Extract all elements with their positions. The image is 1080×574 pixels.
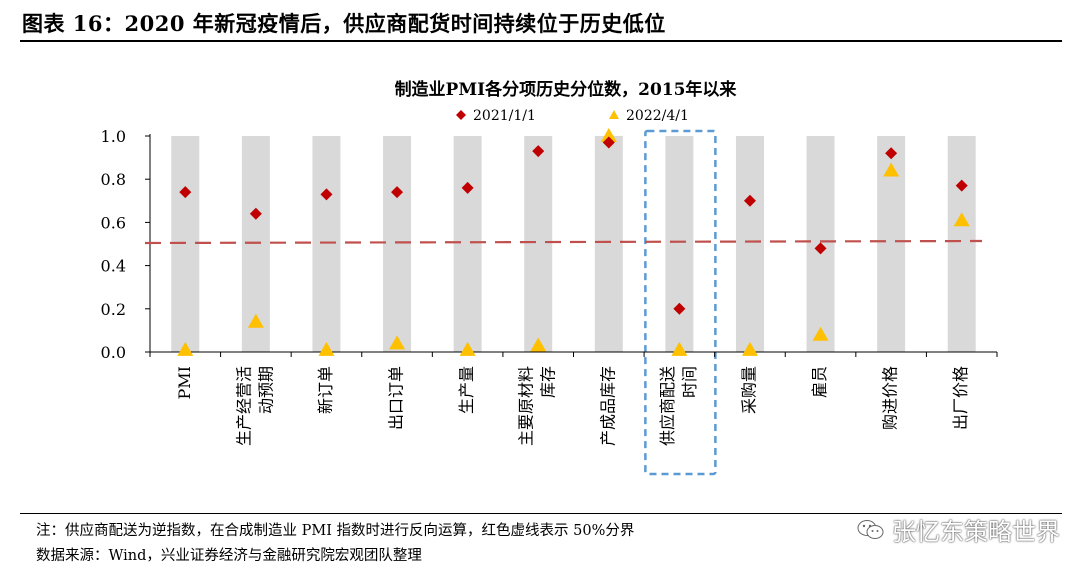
- x-tick-label: 库存: [539, 366, 558, 398]
- y-tick-label: 0.0: [101, 343, 126, 362]
- category-band: [665, 136, 694, 352]
- x-tick-label: 供应商配送: [658, 366, 677, 446]
- x-tick-label: 生产经营活: [234, 366, 253, 446]
- point-2021-1-1: [461, 181, 474, 194]
- x-tick-label: 购进价格: [881, 366, 900, 430]
- point-2021-1-1: [885, 147, 898, 160]
- reference-line: [144, 239, 983, 245]
- point-2022-4-1: [812, 326, 829, 341]
- point-2021-1-1: [602, 136, 615, 149]
- point-2022-4-1: [883, 162, 900, 177]
- category-band: [453, 136, 482, 352]
- chart: 制造业PMI各分项历史分位数，2015年以来 2021/1/1 2022/4/1 0.…: [101, 79, 998, 476]
- legend-label-2021-1-1: 2021/1/1: [473, 108, 536, 124]
- y-tick-label: 0.6: [101, 213, 126, 232]
- category-band: [947, 136, 976, 352]
- point-2021-1-1: [179, 186, 192, 199]
- chart-title: 制造业PMI各分项历史分位数，2015年以来: [395, 79, 738, 100]
- highlight-box: [644, 129, 717, 476]
- category-band: [524, 136, 553, 352]
- point-2022-4-1: [741, 341, 758, 356]
- x-tick-label: 动预期: [256, 366, 275, 414]
- point-2021-1-1: [814, 242, 827, 255]
- figure-title: 图表 16：2020 年新冠疫情后，供应商配货时间持续位于历史低位: [22, 11, 666, 36]
- x-tick-label: 时间: [680, 366, 699, 398]
- point-2022-4-1: [600, 128, 617, 142]
- x-tick-label: 雇员: [810, 366, 829, 398]
- category-band: [735, 136, 764, 352]
- category-band: [383, 136, 412, 352]
- point-2021-1-1: [391, 186, 404, 199]
- legend-label-2022-4-1: 2022/4/1: [626, 108, 689, 124]
- point-2022-4-1: [953, 212, 970, 227]
- legend-marker-2022-4-1: [609, 110, 619, 119]
- y-tick-label: 0.4: [101, 257, 126, 276]
- point-2021-1-1: [320, 188, 333, 201]
- top-rule: [20, 40, 1062, 42]
- point-2022-4-1: [177, 341, 194, 356]
- watermark: 张忆东策略世界: [856, 512, 1060, 547]
- y-tick-label: 1.0: [101, 127, 126, 146]
- chart-note: 注：供应商配送为逆指数，在合成制造业 PMI 指数时进行反向运算，红色虚线表示 …: [36, 523, 635, 539]
- x-tick-label: 主要原材料: [517, 366, 536, 446]
- point-2022-4-1: [530, 337, 547, 352]
- x-tick-label: 生产量: [457, 366, 476, 414]
- point-2021-1-1: [532, 145, 545, 158]
- point-2022-4-1: [247, 313, 264, 328]
- x-tick-label: 采购量: [739, 366, 758, 414]
- x-tick-label: 产成品库存: [598, 366, 617, 446]
- point-2021-1-1: [955, 179, 968, 192]
- point-2022-4-1: [318, 341, 335, 356]
- x-tick-label: 出厂价格: [951, 366, 970, 430]
- y-tick-label: 0.2: [101, 300, 126, 319]
- y-tick-label: 0.8: [101, 170, 126, 189]
- point-2021-1-1: [673, 302, 686, 315]
- legend-marker-2021-1-1: [456, 110, 466, 120]
- data-source: 数据来源：Wind，兴业证券经济与金融研究院宏观团队整理: [36, 548, 422, 564]
- point-2021-1-1: [249, 207, 262, 220]
- point-2022-4-1: [389, 335, 406, 350]
- category-band: [594, 136, 623, 352]
- point-2022-4-1: [459, 341, 476, 356]
- x-tick-label: 新订单: [316, 366, 335, 414]
- category-band: [312, 136, 341, 352]
- point-2022-4-1: [671, 341, 688, 356]
- wechat-icon: [857, 519, 884, 539]
- point-2021-1-1: [743, 194, 756, 207]
- watermark-text: 张忆东策略世界: [892, 518, 1060, 546]
- bottom-rule: [20, 513, 1062, 514]
- x-tick-label: PMI: [175, 366, 194, 399]
- x-tick-label: 出口订单: [387, 366, 406, 430]
